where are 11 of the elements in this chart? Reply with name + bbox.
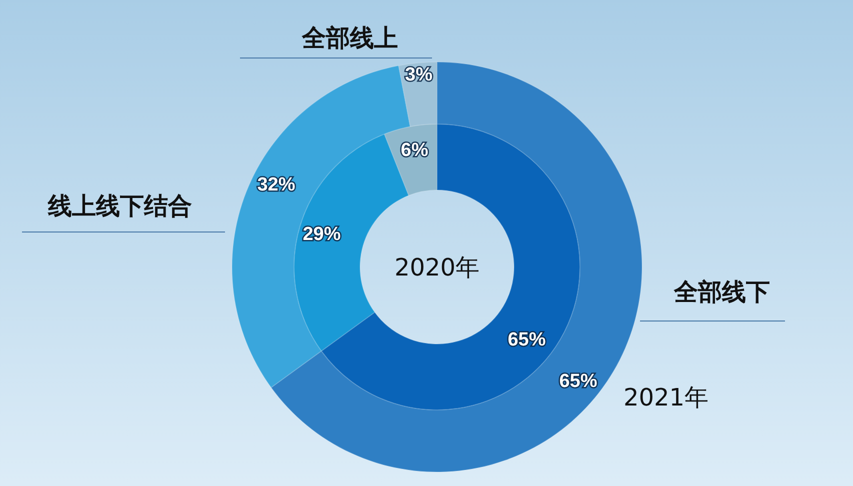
slice-label: 2021年	[623, 383, 709, 412]
data-label: 6%	[400, 140, 428, 161]
data-label: 3%	[405, 64, 433, 86]
data-label: 65%	[559, 370, 598, 392]
slice-label: 全部线上	[301, 24, 398, 52]
slice-label: 线上线下结合	[47, 192, 192, 220]
data-label: 29%	[302, 224, 341, 246]
data-label: 32%	[257, 174, 296, 196]
data-label: 65%	[508, 330, 546, 351]
slice-label: 全部线下	[673, 278, 770, 306]
slice-label: 2020年	[394, 253, 480, 282]
